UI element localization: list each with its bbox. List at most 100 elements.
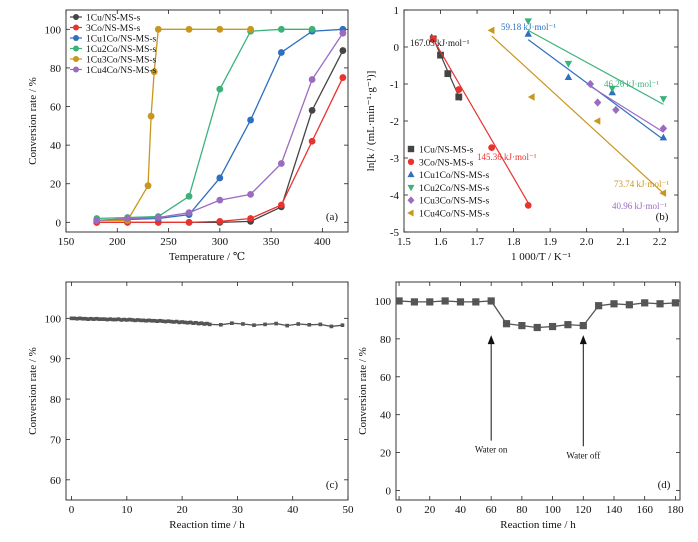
data-point bbox=[124, 215, 131, 222]
legend-entry: 1Cu1Co/NS-MS-s bbox=[86, 35, 157, 45]
legend-marker bbox=[73, 35, 79, 41]
data-point bbox=[307, 322, 312, 327]
data-point bbox=[441, 297, 449, 305]
data-point bbox=[141, 318, 146, 323]
data-point bbox=[127, 317, 132, 322]
data-point bbox=[285, 323, 289, 328]
data-point bbox=[610, 300, 618, 308]
y-tick-label: 40 bbox=[50, 140, 62, 152]
legend-entry: 1Cu1Co/NS-MS-s bbox=[419, 171, 490, 181]
data-point bbox=[252, 323, 256, 328]
data-point bbox=[154, 25, 162, 33]
data-point bbox=[340, 323, 345, 328]
annotation-label: Water off bbox=[566, 450, 600, 460]
legend-marker bbox=[407, 170, 415, 178]
data-point bbox=[202, 322, 207, 326]
data-point bbox=[196, 321, 201, 326]
data-point bbox=[426, 298, 434, 306]
y-axis-label: ln[k / (mL·min⁻¹·g⁻¹)] bbox=[365, 71, 377, 172]
data-point bbox=[527, 93, 535, 101]
data-point bbox=[247, 190, 254, 198]
series-5 bbox=[487, 26, 667, 197]
data-point bbox=[185, 192, 193, 200]
data-point bbox=[207, 322, 212, 327]
y-tick-label: -2 bbox=[390, 116, 399, 128]
data-point bbox=[247, 25, 254, 33]
data-point bbox=[472, 298, 480, 306]
data-point bbox=[147, 112, 155, 120]
activation-energy-label: 167.03 kJ·mol⁻¹ bbox=[410, 38, 470, 48]
x-tick-label: 150 bbox=[58, 236, 75, 248]
y-axis-label: Conversion rate / % bbox=[357, 347, 369, 435]
legend-marker bbox=[73, 56, 79, 62]
data-point bbox=[593, 117, 601, 125]
data-point bbox=[263, 322, 267, 327]
data-point bbox=[339, 29, 347, 37]
y-tick-label: 1 bbox=[394, 5, 400, 17]
y-tick-label: 0 bbox=[394, 42, 400, 54]
annotation-label: Water on bbox=[475, 445, 508, 455]
series-3 bbox=[524, 18, 668, 105]
legend-marker bbox=[73, 45, 79, 52]
data-point bbox=[564, 321, 572, 329]
activation-energy-label: 73.74 kJ·mol⁻¹ bbox=[614, 179, 669, 189]
x-tick-label: 400 bbox=[314, 236, 331, 248]
legend-marker bbox=[73, 14, 79, 20]
legend-entry: 3Co/NS-MS-s bbox=[419, 158, 474, 168]
legend-marker bbox=[407, 145, 415, 153]
x-tick-label: 300 bbox=[212, 236, 229, 248]
series-line bbox=[399, 300, 676, 329]
data-point bbox=[247, 116, 254, 124]
data-point bbox=[241, 322, 245, 326]
data-point bbox=[564, 73, 573, 81]
y-tick-label: 60 bbox=[380, 372, 392, 384]
y-tick-label: -1 bbox=[390, 79, 399, 91]
fit-line bbox=[527, 29, 664, 105]
data-point bbox=[172, 320, 176, 324]
data-point bbox=[216, 174, 224, 182]
data-point bbox=[72, 316, 77, 321]
y-tick-label: 0 bbox=[386, 486, 392, 498]
y-tick-label: 80 bbox=[380, 334, 392, 346]
legend-entry: 1Cu2Co/NS-MS-s bbox=[86, 45, 157, 55]
fit-line bbox=[586, 83, 664, 133]
data-point bbox=[152, 318, 157, 323]
data-point bbox=[108, 317, 113, 321]
data-point bbox=[608, 85, 616, 93]
x-tick-label: 20 bbox=[424, 504, 436, 516]
panel-b: 1.5 1.6 1.7 1.8 1.9 2.0 2.1 2.2 -5 -4 -3 -2 -1 0 1 1 00… bbox=[365, 5, 679, 263]
data-point bbox=[444, 70, 452, 78]
data-point bbox=[144, 318, 148, 323]
x-tick-label: 1.6 bbox=[434, 236, 448, 248]
legend-entry: 1Cu3Co/NS-MS-s bbox=[86, 56, 157, 66]
data-point bbox=[113, 317, 118, 322]
x-tick-label: 1.8 bbox=[507, 236, 521, 248]
data-point bbox=[518, 322, 526, 330]
data-point bbox=[308, 106, 316, 114]
data-point bbox=[277, 49, 285, 56]
panel-letter: (d) bbox=[658, 479, 671, 491]
data-point bbox=[105, 317, 110, 322]
data-point bbox=[456, 298, 465, 306]
data-point bbox=[136, 318, 140, 322]
legend-marker bbox=[407, 196, 415, 205]
legend-entry: 1Cu/NS-MS-s bbox=[419, 146, 474, 156]
panel-letter: (a) bbox=[326, 211, 339, 223]
legend-marker bbox=[407, 209, 414, 217]
y-axis-label: Conversion rate / % bbox=[27, 77, 39, 165]
x-tick-label: 50 bbox=[343, 504, 355, 516]
x-tick-label: 100 bbox=[544, 504, 561, 516]
panel-a: 150 200 250 300 350 400 0 20 40 60 80 100 Temperatur… bbox=[27, 9, 349, 263]
data-point bbox=[488, 144, 496, 152]
data-point bbox=[69, 316, 74, 321]
x-tick-label: 2.0 bbox=[580, 236, 594, 248]
data-point bbox=[122, 317, 126, 322]
data-point bbox=[230, 321, 234, 325]
activation-energy-label: 40.96 kJ·mol⁻¹ bbox=[612, 201, 667, 211]
x-tick-label: 120 bbox=[575, 504, 592, 516]
y-tick-label: 20 bbox=[380, 448, 392, 460]
data-point bbox=[524, 29, 532, 37]
data-point bbox=[219, 322, 223, 327]
data-point bbox=[180, 320, 184, 324]
